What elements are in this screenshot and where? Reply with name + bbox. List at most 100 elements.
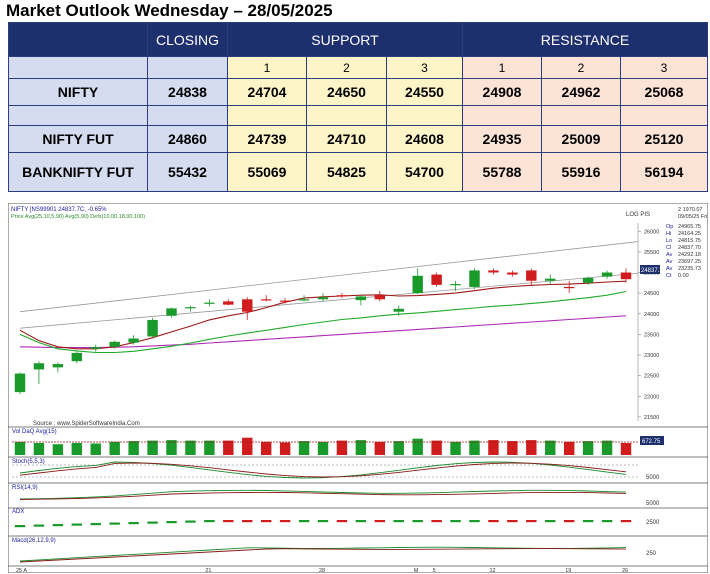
- adx-marker: [33, 524, 45, 527]
- readout-value: 24292.18: [678, 252, 701, 258]
- adx-marker: [563, 520, 575, 523]
- row-resistance-3: 25120: [620, 125, 708, 154]
- main-price-panel: 2600025500250002450024000235002300022500…: [14, 223, 659, 421]
- candle-body: [298, 299, 310, 301]
- adx-marker: [298, 520, 310, 523]
- macd-label: Macd(26,12,9,9): [12, 538, 56, 544]
- volume-bar: [317, 441, 329, 455]
- adx-marker: [469, 520, 480, 523]
- x-axis-tick-label: 12: [489, 568, 495, 573]
- readout-value: 23697.25: [678, 259, 701, 265]
- rsi-signal-line: [19, 491, 627, 500]
- candle-body: [507, 272, 518, 275]
- volume-bar: [545, 440, 556, 455]
- resistance-2-label: 2: [541, 56, 621, 80]
- table-header-row: CLOSING SUPPORT RESISTANCE: [8, 21, 708, 58]
- volume-bar: [563, 441, 575, 455]
- volume-readout: 672.75: [642, 439, 661, 445]
- candle-body: [620, 272, 632, 280]
- volume-bar: [431, 440, 442, 455]
- header-empty: [8, 21, 148, 58]
- adx-marker: [336, 520, 348, 523]
- candle-body: [71, 352, 83, 362]
- price-axis-tick-label: 23500: [644, 332, 659, 338]
- row-name: NIFTY: [8, 78, 148, 107]
- volume-bar: [279, 442, 291, 455]
- adx-marker: [279, 520, 291, 523]
- candle-body: [601, 272, 613, 277]
- x-axis-tick-label: 19: [565, 568, 571, 573]
- volume-bar: [33, 443, 45, 455]
- volume-bar: [71, 443, 83, 455]
- adx-marker: [185, 520, 196, 523]
- adx-marker: [393, 520, 404, 523]
- panel-tick-macd: 250: [646, 551, 657, 557]
- readout-value: 24815.75: [678, 238, 701, 244]
- price-axis-tick-label: 26000: [644, 229, 659, 235]
- volume-bar: [601, 440, 613, 455]
- row-support-1: 55069: [227, 152, 307, 192]
- candle-body: [317, 297, 329, 300]
- support-1-label: 1: [227, 56, 307, 80]
- adx-marker: [52, 524, 64, 527]
- candle-body: [279, 300, 291, 302]
- channel-upper-line: [19, 241, 639, 313]
- adx-marker: [526, 520, 537, 523]
- readout-key: Op: [666, 224, 673, 230]
- readout-value: 24837.70: [678, 245, 701, 251]
- last-price-label: 24837.7: [641, 268, 663, 274]
- panel-tick-stoch: 5000: [646, 475, 660, 481]
- row-support-2: 24710: [306, 125, 387, 154]
- page-title: Market Outlook Wednesday – 28/05/2025: [6, 1, 333, 20]
- candle-body: [374, 295, 386, 300]
- candle-body: [128, 338, 139, 343]
- price-axis-tick-label: 23000: [644, 353, 659, 359]
- candle-body: [526, 270, 537, 281]
- candle-body: [185, 307, 196, 309]
- readout-value: 0.00: [678, 273, 689, 279]
- adx-marker: [374, 520, 386, 523]
- volume-bar: [526, 440, 537, 455]
- volume-bar: [488, 440, 499, 455]
- chart-log-label: LOG PIS: [626, 212, 650, 218]
- volume-bar: [336, 440, 348, 455]
- candle-body: [563, 286, 575, 289]
- adx-marker: [601, 520, 613, 523]
- volume-bar: [128, 441, 139, 455]
- rsi-line: [19, 489, 627, 500]
- readout-key: Cl: [666, 245, 671, 251]
- volume-bar: [582, 441, 594, 455]
- header-support: SUPPORT: [227, 21, 463, 58]
- row-resistance-1: 24935: [462, 125, 542, 154]
- volume-bar: [469, 440, 480, 455]
- candle-body: [488, 270, 499, 273]
- candle-body: [90, 347, 101, 349]
- chart-frame: [8, 203, 708, 573]
- header-resistance: RESISTANCE: [462, 21, 708, 58]
- candle-body: [450, 284, 461, 286]
- candle-body: [109, 341, 120, 347]
- row-support-2: 54825: [306, 152, 387, 192]
- adx-marker: [90, 523, 101, 526]
- adx-marker: [260, 520, 272, 523]
- channel-lower-line: [19, 272, 639, 329]
- chart-source: Source : www.SpiderSoftwareIndia.Com: [33, 421, 140, 427]
- readout-value: 24965.75: [678, 224, 701, 230]
- panel-tick-rsi: 5000: [646, 501, 660, 507]
- support-3-label: 3: [386, 56, 463, 80]
- volume-bar: [374, 441, 386, 455]
- adx-marker: [507, 520, 518, 523]
- candle-body: [204, 302, 215, 304]
- price-axis-tick-label: 22000: [644, 394, 659, 400]
- readout-value: 24164.25: [678, 231, 701, 237]
- price-axis-tick-label: 21500: [644, 415, 659, 421]
- volume-bar: [242, 437, 253, 455]
- panel-tick-adx: 2500: [646, 520, 660, 526]
- macd-signal-line: [19, 548, 627, 563]
- candle-body: [469, 270, 480, 287]
- x-axis-tick-label: 5: [433, 568, 436, 573]
- candle-body: [52, 364, 64, 368]
- volume-bar: [166, 440, 177, 455]
- volume-bar: [412, 438, 423, 455]
- table-gap-row: [8, 105, 708, 127]
